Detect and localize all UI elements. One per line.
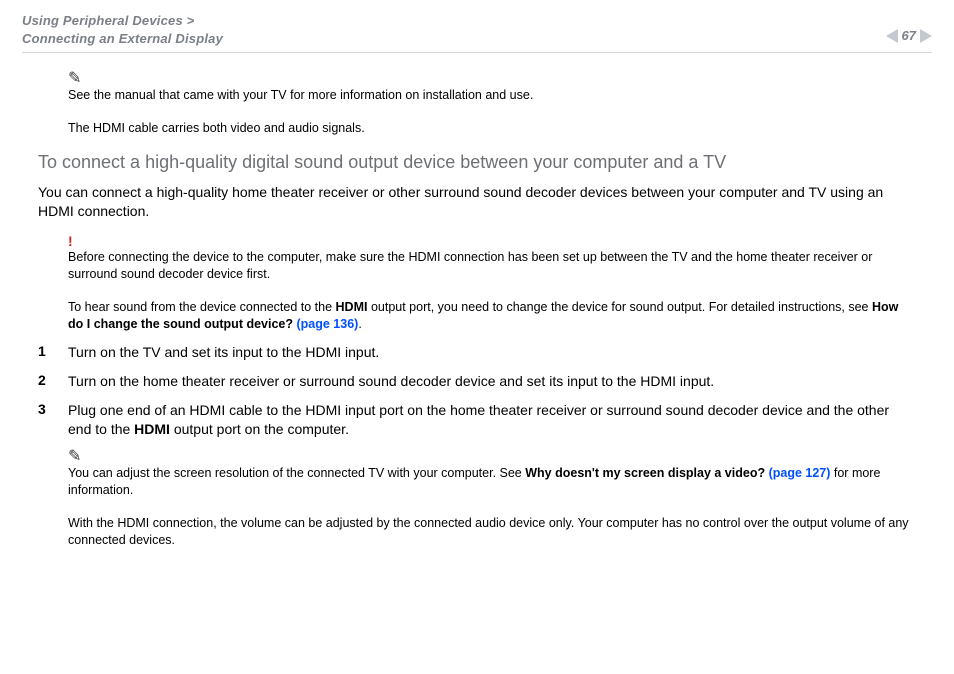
- prev-page-icon[interactable]: [886, 29, 898, 43]
- step-3-post: output port on the computer.: [170, 421, 349, 437]
- screen-display-link[interactable]: (page 127): [765, 466, 830, 480]
- final-paragraph: With the HDMI connection, the volume can…: [68, 515, 916, 549]
- next-page-icon[interactable]: [920, 29, 932, 43]
- step-2: Turn on the home theater receiver or sur…: [38, 372, 916, 391]
- note-1-text: See the manual that came with your TV fo…: [68, 87, 916, 104]
- warning-block: ! Before connecting the device to the co…: [38, 233, 916, 333]
- page-nav: 67: [886, 28, 932, 43]
- page-header: Using Peripheral Devices > Connecting an…: [0, 0, 954, 52]
- note-2-link-label: Why doesn't my screen display a video?: [525, 466, 765, 480]
- note-block-1: ✎ See the manual that came with your TV …: [38, 71, 916, 137]
- pencil-icon: ✎: [68, 449, 916, 465]
- note-2-pre: You can adjust the screen resolution of …: [68, 466, 525, 480]
- hear-sound-pre: To hear sound from the device connected …: [68, 300, 336, 314]
- note-2-text: You can adjust the screen resolution of …: [68, 465, 916, 499]
- content-area: ✎ See the manual that came with your TV …: [0, 71, 954, 549]
- step-3-bold: HDMI: [134, 421, 170, 437]
- step-1-text: Turn on the TV and set its input to the …: [68, 343, 916, 362]
- sound-output-link[interactable]: (page 136): [293, 317, 358, 331]
- hear-sound-text: To hear sound from the device connected …: [68, 299, 916, 333]
- hear-sound-post: .: [358, 317, 361, 331]
- hear-sound-bold1: HDMI: [336, 300, 368, 314]
- steps-list: Turn on the TV and set its input to the …: [38, 343, 916, 439]
- warning-text: Before connecting the device to the comp…: [68, 249, 916, 283]
- breadcrumb-line-2: Connecting an External Display: [22, 31, 223, 46]
- step-2-text: Turn on the home theater receiver or sur…: [68, 372, 916, 391]
- page-number: 67: [902, 28, 916, 43]
- hdmi-signals-text: The HDMI cable carries both video and au…: [68, 120, 916, 137]
- breadcrumb: Using Peripheral Devices > Connecting an…: [22, 12, 223, 48]
- intro-paragraph: You can connect a high-quality home thea…: [38, 183, 916, 221]
- note-block-2: ✎ You can adjust the screen resolution o…: [38, 449, 916, 549]
- hear-sound-mid: output port, you need to change the devi…: [367, 300, 872, 314]
- step-3-text: Plug one end of an HDMI cable to the HDM…: [68, 401, 916, 439]
- header-rule: [22, 52, 932, 53]
- pencil-icon: ✎: [68, 71, 916, 87]
- warning-icon: !: [68, 233, 916, 249]
- step-1: Turn on the TV and set its input to the …: [38, 343, 916, 362]
- step-3: Plug one end of an HDMI cable to the HDM…: [38, 401, 916, 439]
- breadcrumb-line-1: Using Peripheral Devices >: [22, 13, 194, 28]
- page-root: Using Peripheral Devices > Connecting an…: [0, 0, 954, 674]
- section-title: To connect a high-quality digital sound …: [38, 151, 916, 173]
